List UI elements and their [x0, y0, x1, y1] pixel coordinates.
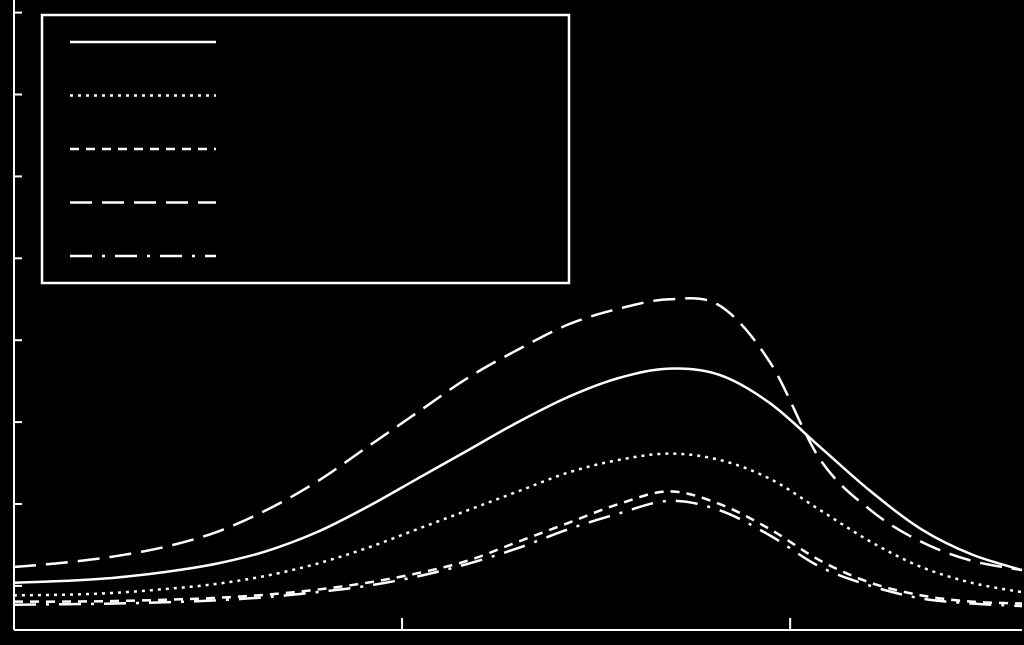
series-line-short-dash [13, 490, 1023, 605]
legend [40, 13, 571, 285]
series-line-dash-dot [13, 499, 1023, 608]
series-line-solid [13, 367, 1023, 585]
series-line-long-dash [13, 297, 1023, 572]
axes [13, 0, 1022, 631]
series-layer [13, 297, 1023, 608]
legend-box [40, 13, 571, 285]
series-line-dotted [13, 452, 1023, 597]
